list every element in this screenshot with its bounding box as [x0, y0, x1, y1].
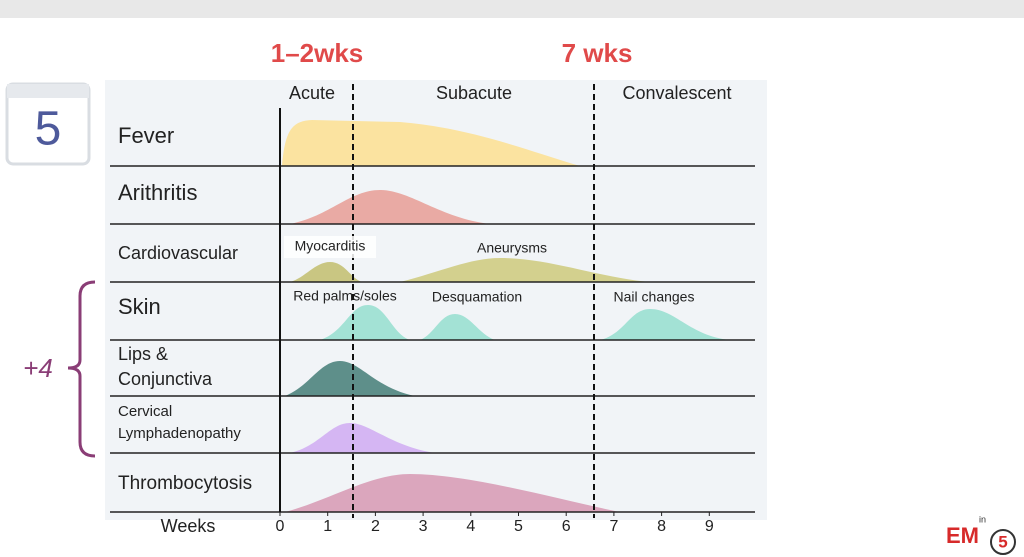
lymph-curve	[290, 423, 435, 453]
logo-number: 5	[998, 532, 1007, 551]
platelet-curve	[285, 474, 620, 512]
row-label: Skin	[118, 294, 161, 319]
x-tick-label: 9	[705, 518, 714, 535]
side-note: +4	[23, 353, 53, 383]
logo: EM in 5	[946, 514, 1016, 555]
top-bar	[0, 0, 1024, 18]
x-tick-label: 5	[514, 518, 523, 535]
aneurysm-curve	[400, 258, 650, 282]
x-tick-label: 0	[276, 518, 285, 535]
annotation: 7 wks	[562, 38, 633, 68]
logo-small: in	[979, 514, 986, 524]
curves	[282, 120, 730, 512]
curve-annotation: Desquamation	[432, 289, 522, 305]
axis-label: Weeks	[161, 516, 216, 536]
phase-label: Acute	[289, 83, 335, 103]
row-label: Cardiovascular	[118, 243, 238, 263]
nail-curve	[600, 309, 730, 340]
x-tick-label: 6	[562, 518, 571, 535]
x-ticks: 0 1 2 3 4 5 6 7 8 9	[276, 512, 714, 535]
palms-curve	[320, 305, 410, 340]
row-label: Cervical	[118, 403, 172, 420]
desquamation-curve	[420, 314, 495, 340]
x-tick-label: 3	[419, 518, 428, 535]
curve-annotation: Red palms/soles	[293, 288, 397, 304]
x-tick-label: 2	[371, 518, 380, 535]
row-label: Lymphadenopathy	[118, 425, 241, 442]
annotation-box	[284, 236, 376, 258]
curve-annotation: Nail changes	[614, 289, 695, 305]
row-label: Lips &	[118, 344, 168, 364]
curve-annotation: Myocarditis	[295, 238, 366, 254]
curve-annotation: Aneurysms	[477, 240, 547, 256]
arthritis-curve	[290, 190, 490, 224]
phase-label: Convalescent	[622, 83, 731, 103]
x-tick-label: 1	[323, 518, 332, 535]
row-label: Fever	[118, 123, 174, 148]
x-tick-label: 7	[609, 518, 618, 535]
x-tick-label: 8	[657, 518, 666, 535]
annotation: 1–2wks	[271, 38, 364, 68]
row-label: Conjunctiva	[118, 369, 213, 389]
lips-curve	[285, 361, 415, 396]
x-tick-label: 4	[466, 518, 475, 535]
phase-label: Subacute	[436, 83, 512, 103]
row-label: Arithritis	[118, 180, 197, 205]
row-lines	[110, 165, 755, 513]
brace	[67, 280, 96, 458]
logo-main: EM	[946, 523, 979, 548]
row-label: Thrombocytosis	[118, 473, 252, 494]
badge-number: 5	[35, 103, 62, 156]
fever-curve	[282, 120, 580, 166]
calendar-icon: 5	[5, 82, 91, 166]
myocarditis-curve	[290, 262, 362, 282]
